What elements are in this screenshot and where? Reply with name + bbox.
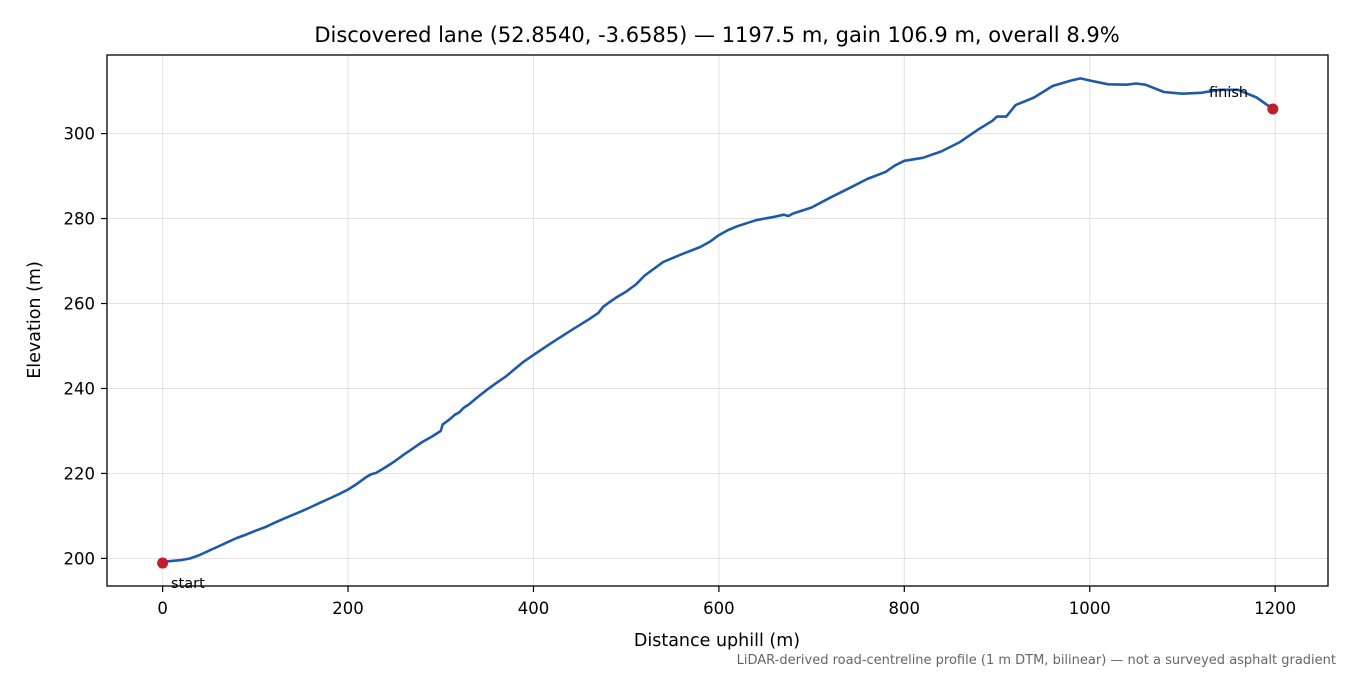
y-tick-label: 300 — [64, 125, 96, 144]
y-tick-label: 280 — [64, 210, 96, 229]
x-tick-label: 600 — [703, 599, 735, 618]
plot-frame — [106, 54, 1329, 587]
footnote: LiDAR-derived road-centreline profile (1… — [737, 653, 1336, 668]
x-tick-label: 1200 — [1254, 599, 1296, 618]
finish-marker — [1267, 103, 1279, 115]
grid — [107, 55, 1328, 586]
endpoint-markers — [157, 103, 1279, 569]
y-axis-label: Elevation (m) — [25, 261, 45, 379]
start-marker — [157, 557, 169, 569]
start-annotation: start — [171, 576, 205, 592]
axis-ticks: 0 200 400 600 800 1000 1200 200 220 240 260 280 300 — [64, 125, 1297, 618]
x-tick-label: 400 — [518, 599, 550, 618]
y-tick-label: 200 — [64, 549, 96, 568]
x-tick-label: 800 — [889, 599, 921, 618]
chart-title: Discovered lane (52.8540, -3.6585) — 119… — [314, 23, 1119, 47]
x-tick-label: 1000 — [1069, 599, 1111, 618]
x-tick-label: 0 — [157, 599, 168, 618]
elevation-profile-line — [161, 77, 1275, 564]
finish-annotation: finish — [1209, 85, 1248, 101]
y-tick-label: 240 — [64, 379, 96, 398]
x-axis-label: Distance uphill (m) — [634, 631, 800, 651]
x-tick-label: 200 — [332, 599, 364, 618]
y-tick-label: 220 — [64, 464, 96, 483]
y-tick-label: 260 — [64, 295, 96, 314]
